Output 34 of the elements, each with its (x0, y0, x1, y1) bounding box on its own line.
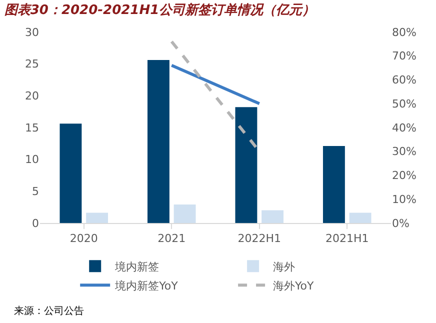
y-tick-label: 10 (25, 153, 39, 166)
y-tick-label: 25 (25, 58, 39, 71)
source-note: 来源：公司公告 (14, 305, 84, 317)
y2-tick-label: 20% (392, 169, 416, 182)
bar (349, 212, 372, 223)
x-tick-label: 2022H1 (238, 232, 282, 246)
y2-tick-label: 60% (392, 74, 416, 87)
y-tick-label: 15 (25, 121, 39, 134)
bar (60, 124, 82, 223)
bar (262, 210, 284, 223)
legend-label: 境内新签 (114, 260, 160, 274)
chart-title: 图表30：2020-2021H1公司新签订单情况（亿元） (4, 2, 316, 18)
legend-label: 海外YoY (273, 279, 314, 292)
bar (147, 60, 170, 223)
bar (86, 212, 108, 223)
bar (235, 107, 258, 223)
y2-tick-label: 0% (392, 216, 410, 230)
bar (174, 204, 196, 223)
y2-tick-label: 80% (392, 26, 416, 39)
y-tick-label: 0 (32, 216, 39, 230)
y2-tick-label: 10% (392, 192, 416, 206)
x-tick-label: 2021H1 (325, 232, 369, 246)
x-tick-label: 2020 (70, 232, 98, 246)
y2-tick-label: 40% (392, 121, 416, 134)
x-tick-label: 2021 (158, 232, 186, 246)
bar (322, 146, 345, 223)
y2-tick-label: 50% (392, 97, 416, 110)
y-tick-label: 30 (25, 26, 39, 39)
legend-label: 境内新签YoY (114, 279, 178, 292)
y-tick-label: 20 (25, 90, 39, 103)
y-tick-label: 5 (32, 185, 39, 198)
y2-tick-label: 30% (392, 145, 416, 158)
legend-label: 海外 (273, 260, 296, 274)
y2-tick-label: 70% (392, 50, 416, 63)
